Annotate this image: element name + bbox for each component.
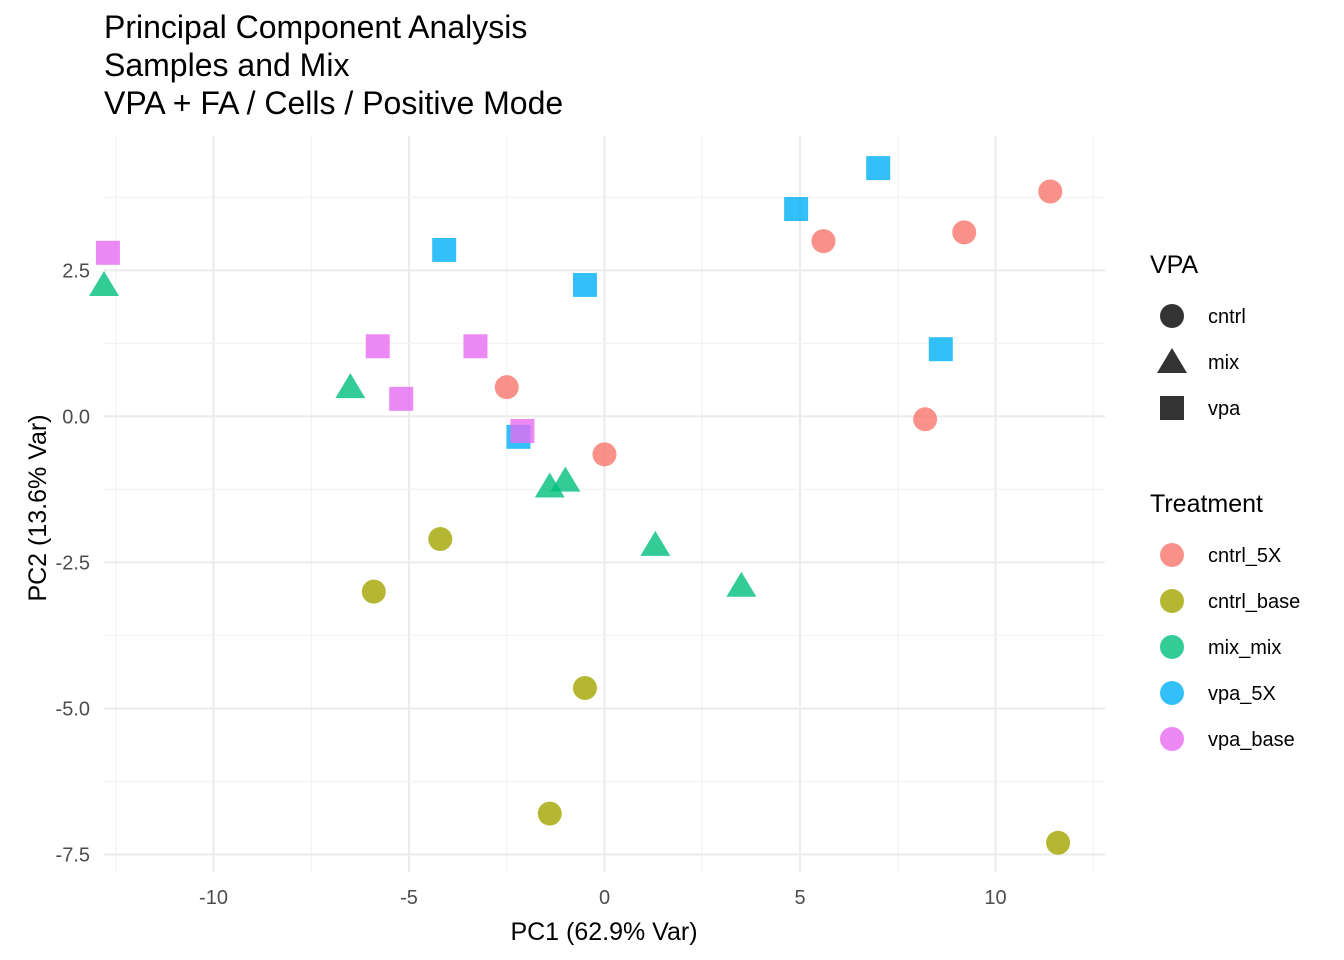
- title-line-1: Principal Component Analysis: [104, 9, 528, 45]
- x-tick-label: 0: [599, 887, 610, 909]
- legend-title-treatment: Treatment: [1150, 490, 1263, 518]
- title-line-3: VPA + FA / Cells / Positive Mode: [104, 85, 564, 121]
- data-point-vpa_base: [95, 240, 120, 265]
- data-point-vpa_5X: [784, 197, 809, 222]
- x-tick-label: -10: [199, 887, 228, 909]
- x-axis-title: PC1 (62.9% Var): [510, 918, 697, 946]
- legend-key-vpa-icon: [1160, 396, 1184, 420]
- data-point-mix_mix: [640, 530, 671, 556]
- data-point-vpa_5X: [432, 237, 457, 262]
- data-point-mix_mix: [335, 373, 366, 399]
- data-point-mix_mix: [89, 270, 119, 296]
- y-axis-title: PC2 (13.6% Var): [24, 414, 52, 601]
- data-point-mix_mix: [550, 466, 581, 492]
- legend-label-cntrl_base: cntrl_base: [1208, 591, 1300, 613]
- x-tick-label: 10: [984, 887, 1006, 909]
- data-point-vpa_base: [389, 386, 414, 411]
- legend-key-vpa_5X-icon: [1160, 681, 1184, 705]
- data-point-mix_mix: [726, 571, 757, 597]
- legend-title-vpa: VPA: [1150, 251, 1198, 279]
- data-point-cntrl_5X: [494, 375, 519, 400]
- data-point-cntrl_base: [537, 801, 562, 826]
- data-point-vpa_5X: [572, 272, 597, 297]
- data-points: [89, 156, 1071, 855]
- x-tick-label: -5: [400, 887, 418, 909]
- legend-label-mix: mix: [1208, 352, 1239, 374]
- legend: VPA cntrl mix vpa Treatment cntrl_5X cntrl_bas…: [1150, 251, 1300, 751]
- data-point-cntrl_5X: [592, 442, 617, 467]
- legend-label-cntrl_5X: cntrl_5X: [1208, 545, 1281, 567]
- data-point-vpa_base: [463, 334, 488, 359]
- data-point-vpa_base: [365, 334, 390, 359]
- data-point-vpa_base: [510, 418, 535, 443]
- legend-key-cntrl-icon: [1160, 304, 1184, 328]
- data-point-cntrl_base: [572, 676, 597, 700]
- data-point-vpa_5X: [866, 156, 891, 181]
- legend-label-cntrl: cntrl: [1208, 306, 1246, 328]
- tick-labels: -10 -5 0 5 10 2.5 0.0 -2.5 -5.0 -7.5: [56, 260, 1007, 909]
- data-point-vpa_5X: [928, 337, 953, 362]
- y-tick-label: 2.5: [62, 260, 90, 282]
- data-point-cntrl_5X: [913, 407, 938, 432]
- y-tick-label: 0.0: [62, 406, 90, 428]
- data-point-cntrl_5X: [811, 229, 836, 254]
- title-line-2: Samples and Mix: [104, 47, 350, 83]
- data-point-cntrl_5X: [952, 220, 977, 245]
- grid-lines: [104, 136, 1105, 872]
- legend-label-vpa_base: vpa_base: [1208, 729, 1295, 751]
- legend-label-vpa: vpa: [1208, 398, 1241, 420]
- chart-title: Principal Component Analysis Samples and…: [104, 8, 563, 122]
- data-point-cntrl_base: [428, 527, 453, 552]
- legend-label-mix_mix: mix_mix: [1208, 637, 1281, 659]
- data-point-cntrl_base: [361, 579, 386, 604]
- legend-label-vpa_5X: vpa_5X: [1208, 683, 1276, 705]
- y-tick-label: -5.0: [56, 698, 90, 720]
- legend-key-vpa_base-icon: [1160, 727, 1184, 751]
- y-tick-label: -2.5: [56, 552, 90, 574]
- x-tick-label: 5: [794, 887, 805, 909]
- y-tick-label: -7.5: [56, 844, 90, 866]
- legend-key-cntrl_base-icon: [1160, 589, 1184, 613]
- data-point-cntrl_5X: [1038, 179, 1063, 204]
- legend-key-mix-icon: [1157, 348, 1187, 373]
- legend-key-cntrl_5X-icon: [1160, 543, 1184, 567]
- data-point-cntrl_base: [1046, 830, 1071, 855]
- legend-key-mix_mix-icon: [1160, 635, 1184, 659]
